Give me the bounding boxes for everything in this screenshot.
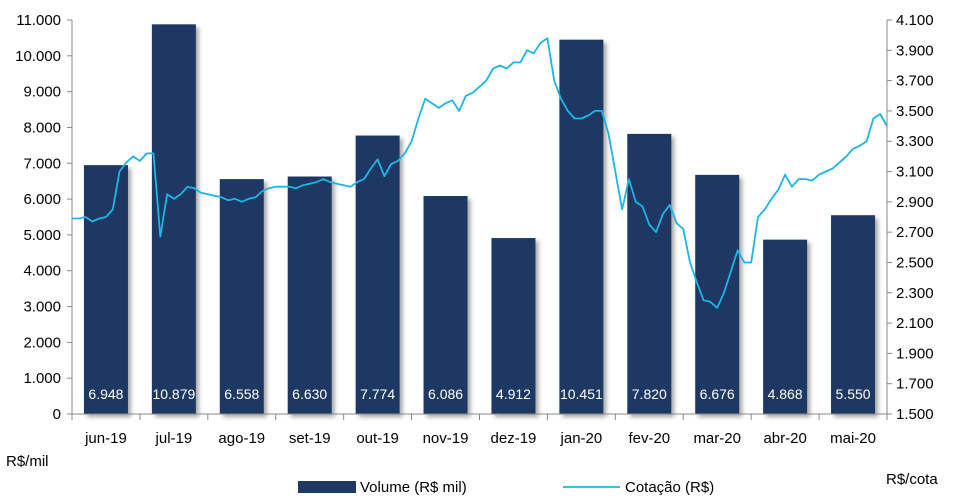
y-right-tick-label: 3.700 bbox=[896, 73, 934, 90]
y-right-tick-label: 2.700 bbox=[896, 224, 934, 241]
y-left-tick-label: 0 bbox=[53, 406, 61, 423]
legend-bar-swatch bbox=[298, 481, 356, 493]
bar-label-jun-19: 6.948 bbox=[88, 386, 123, 402]
y-right-tick-label: 2.100 bbox=[896, 315, 934, 332]
legend: Volume (R$ mil) Cotação (R$) bbox=[298, 479, 714, 496]
y-right-tick-label: 3.100 bbox=[896, 164, 934, 181]
x-tick-label: abr-20 bbox=[763, 430, 806, 447]
y-left-tick-label: 10.000 bbox=[15, 48, 61, 65]
x-tick-label: dez-19 bbox=[491, 430, 537, 447]
x-tick-label: out-19 bbox=[356, 430, 399, 447]
y-left-tick-labels: 0 1.000 2.000 3.000 4.000 5.000 6.000 7.000 8.00… bbox=[15, 12, 61, 423]
x-tick-label: set-19 bbox=[289, 430, 331, 447]
y-right-tick-label: 1.500 bbox=[896, 406, 934, 423]
y-right-tick-label: 3.300 bbox=[896, 133, 934, 150]
axes bbox=[67, 19, 892, 420]
bar-label-set-19: 6.630 bbox=[292, 386, 327, 402]
x-tick-labels: jun-19 jul-19 ago-19 set-19 out-19 nov-19 dez-… bbox=[84, 430, 876, 447]
y-left-tick-label: 4.000 bbox=[23, 263, 61, 280]
bar-label-dez-19: 4.912 bbox=[496, 386, 531, 402]
bar-ago-19 bbox=[219, 179, 264, 414]
y-right-tick-label: 1.700 bbox=[896, 376, 934, 393]
bar-label-ago-19: 6.558 bbox=[224, 386, 259, 402]
y-left-tick-label: 2.000 bbox=[23, 334, 61, 351]
y-right-tick-label: 3.500 bbox=[896, 103, 934, 120]
x-tick-label: fev-20 bbox=[628, 430, 670, 447]
bar-label-mar-20: 6.676 bbox=[700, 386, 735, 402]
y-left-tick-label: 7.000 bbox=[23, 155, 61, 172]
bar-label-abr-20: 4.868 bbox=[768, 386, 803, 402]
x-tick-label: ago-19 bbox=[218, 430, 265, 447]
bar-jan-20 bbox=[559, 39, 604, 414]
bar-mai-20 bbox=[831, 215, 876, 414]
y-right-unit-label: R$/cota bbox=[886, 471, 938, 488]
bar-label-jan-20: 10.451 bbox=[560, 386, 603, 402]
bar-label-out-19: 7.774 bbox=[360, 386, 395, 402]
bar-out-19 bbox=[355, 135, 400, 415]
bar-series bbox=[83, 24, 876, 415]
bar-set-19 bbox=[287, 176, 332, 414]
x-tick-label: mar-20 bbox=[693, 430, 741, 447]
y-left-tick-label: 5.000 bbox=[23, 227, 61, 244]
x-tick-label: jul-19 bbox=[155, 430, 193, 447]
y-left-tick-label: 3.000 bbox=[23, 299, 61, 316]
bar-label-nov-19: 6.086 bbox=[428, 386, 463, 402]
y-left-tick-label: 1.000 bbox=[23, 370, 61, 387]
x-tick-label: jan-20 bbox=[560, 430, 603, 447]
bar-nov-19 bbox=[423, 196, 468, 414]
y-right-tick-label: 2.500 bbox=[896, 254, 934, 271]
bar-label-fev-20: 7.820 bbox=[632, 386, 667, 402]
y-right-tick-labels: 1.500 1.700 1.900 2.100 2.300 2.500 2.700 2.900… bbox=[896, 12, 934, 423]
y-right-tick-label: 2.900 bbox=[896, 194, 934, 211]
bar-fev-20 bbox=[627, 133, 672, 414]
y-left-unit-label: R$/mil bbox=[6, 453, 49, 470]
y-right-tick-label: 4.100 bbox=[896, 12, 934, 29]
bar-label-mai-20: 5.550 bbox=[836, 386, 871, 402]
bar-jun-19 bbox=[83, 165, 128, 414]
bar-dez-19 bbox=[491, 238, 536, 414]
y-right-tick-label: 2.300 bbox=[896, 285, 934, 302]
bar-label-jul-19: 10.879 bbox=[152, 386, 195, 402]
x-tick-label: jun-19 bbox=[84, 430, 127, 447]
legend-bar-label: Volume (R$ mil) bbox=[360, 479, 467, 496]
y-left-tick-label: 8.000 bbox=[23, 119, 61, 136]
y-left-tick-label: 6.000 bbox=[23, 191, 61, 208]
x-tick-label: nov-19 bbox=[423, 430, 469, 447]
bar-abr-20 bbox=[763, 239, 808, 414]
legend-line-label: Cotação (R$) bbox=[625, 479, 714, 496]
y-left-tick-label: 11.000 bbox=[16, 12, 61, 29]
bar-mar-20 bbox=[695, 174, 740, 414]
y-right-tick-label: 1.900 bbox=[896, 345, 934, 362]
y-left-tick-label: 9.000 bbox=[23, 84, 61, 101]
bar-data-labels: 6.948 10.879 6.558 6.630 7.774 6.086 4.912 10.4… bbox=[88, 386, 870, 402]
cotacao-line bbox=[72, 37, 888, 309]
x-tick-label: mai-20 bbox=[830, 430, 876, 447]
y-right-tick-label: 3.900 bbox=[896, 42, 934, 59]
